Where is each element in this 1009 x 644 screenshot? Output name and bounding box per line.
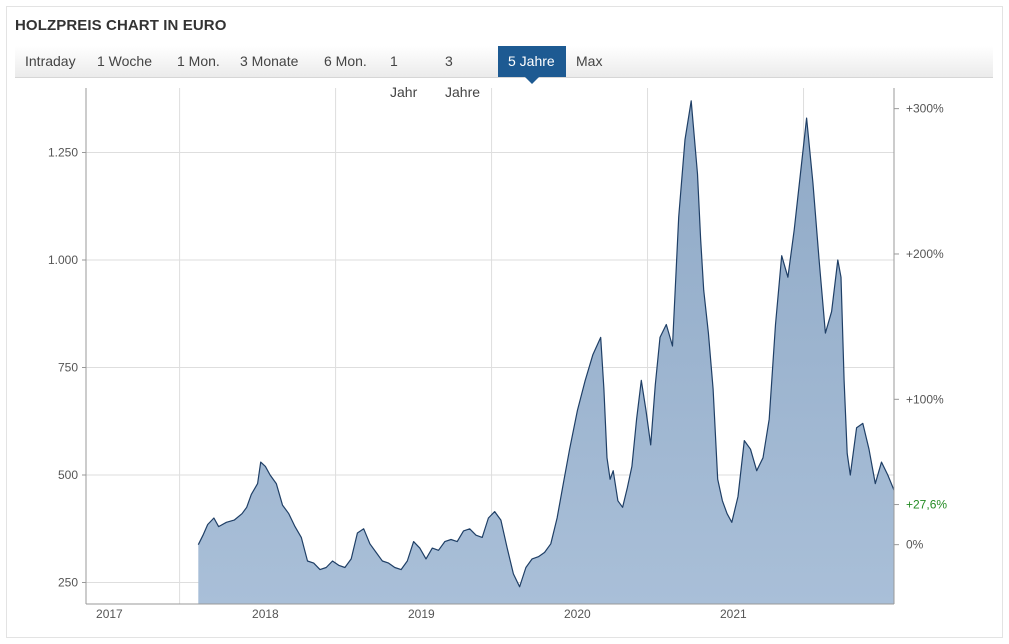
- tab-5-jahre[interactable]: 5 Jahre: [498, 46, 566, 84]
- right-tick-label: +100%: [906, 392, 944, 406]
- current-change-label: +27,6%: [906, 498, 947, 512]
- tab-6-mon[interactable]: 6 Mon.: [324, 53, 367, 69]
- x-tick-label: 2018: [252, 607, 279, 621]
- tab-1-mon[interactable]: 1 Mon.: [177, 53, 220, 69]
- right-tick-label: 0%: [906, 538, 924, 552]
- chart-axes: [82, 88, 899, 605]
- x-tick-label: 2021: [720, 607, 747, 621]
- tab-3-monate[interactable]: 3 Monate: [240, 53, 299, 69]
- y-tick-label: 250: [58, 576, 78, 590]
- tab-1-jahr[interactable]: 1 Jahr: [390, 53, 418, 100]
- right-tick-label: +300%: [906, 102, 944, 116]
- timeframe-tabs: Intraday 1 Woche 1 Mon. 3 Monate 6 Mon. …: [15, 46, 993, 100]
- chart-area-layer: [197, 100, 895, 605]
- y-tick-label: 1.250: [48, 146, 78, 160]
- x-tick-label: 2020: [564, 607, 591, 621]
- right-tick-label: +200%: [906, 247, 944, 261]
- tab-intraday[interactable]: Intraday: [25, 53, 76, 69]
- price-line: [197, 100, 895, 588]
- tab-3-jahre[interactable]: 3 Jahre: [445, 53, 481, 100]
- tab-1-woche[interactable]: 1 Woche: [97, 53, 152, 69]
- tab-5-jahre-label: 5 Jahre: [508, 53, 555, 69]
- y-tick-label: 1.000: [48, 253, 78, 267]
- y-tick-label: 500: [58, 468, 78, 482]
- tab-max[interactable]: Max: [576, 53, 603, 69]
- x-tick-label: 2019: [408, 607, 435, 621]
- price-area: [198, 100, 895, 605]
- x-tick-label: 2017: [96, 607, 123, 621]
- chart-ticks: 250 500 750 1.000 1.250 2017 2018 2019 2020 2021 0…: [48, 102, 947, 621]
- active-tab-pointer-icon: [525, 77, 539, 84]
- chart-title: HOLZPREIS CHART IN EURO: [15, 17, 227, 34]
- y-tick-label: 750: [58, 361, 78, 375]
